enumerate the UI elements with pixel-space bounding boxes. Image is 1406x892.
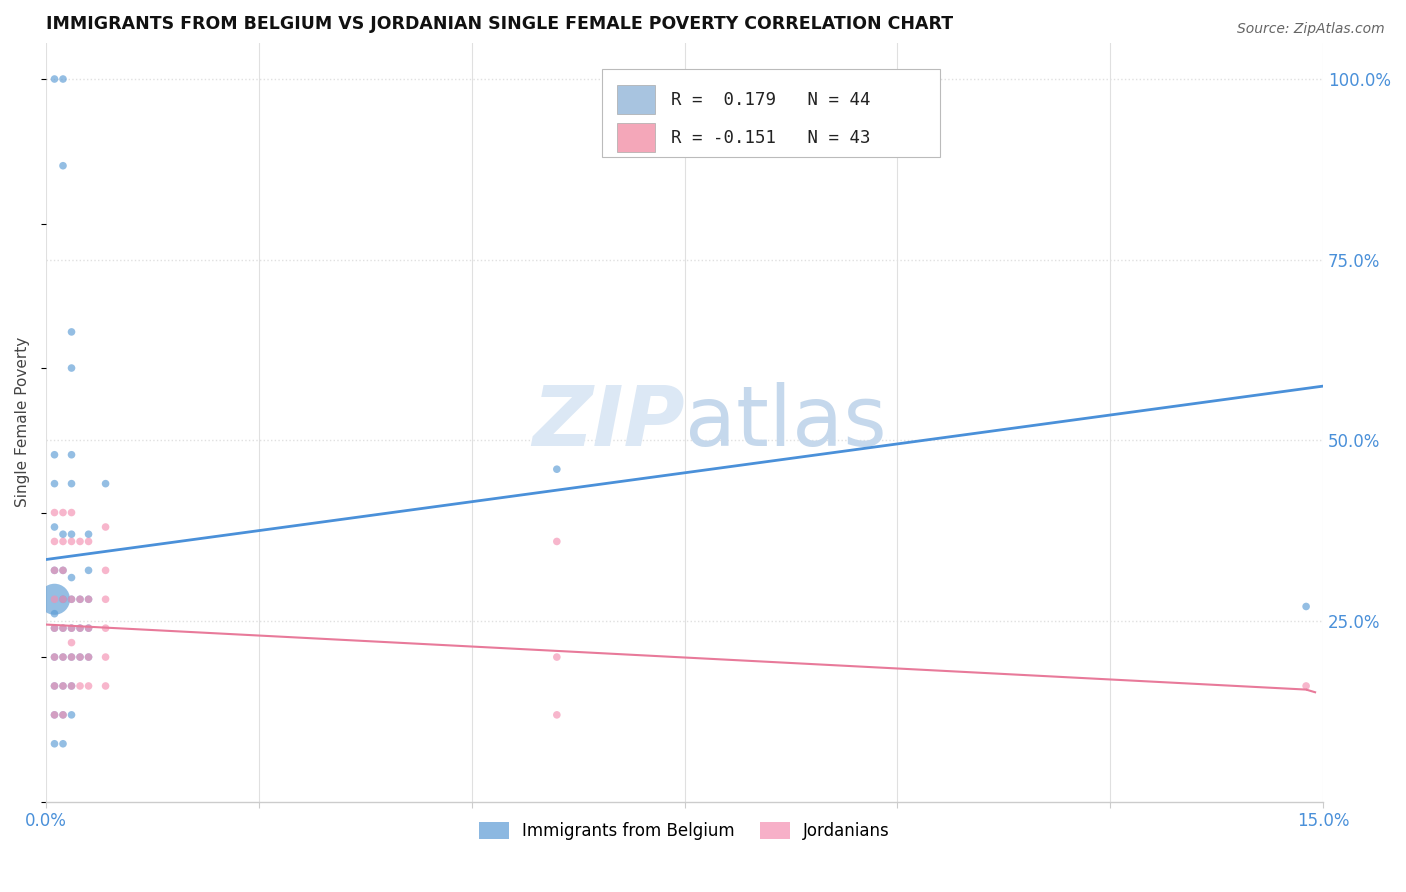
Point [69, 679, 91, 693]
Point [60, 679, 83, 693]
FancyBboxPatch shape [602, 70, 941, 157]
Point [44, 72, 66, 87]
Text: atlas: atlas [685, 382, 886, 463]
Point [52, 679, 75, 693]
Point [44, 506, 66, 520]
Point [69, 534, 91, 549]
Bar [617, 86, 655, 114]
Point [60, 650, 83, 665]
Point [60, 707, 83, 722]
Point [52, 159, 75, 173]
Point [60, 592, 83, 607]
Point [60, 448, 83, 462]
Point [44, 476, 66, 491]
Point [77, 679, 100, 693]
Point [69, 621, 91, 635]
Point [60, 361, 83, 376]
Point [44, 534, 66, 549]
Point [52, 592, 75, 607]
Point [52, 592, 75, 607]
Point [44, 621, 66, 635]
Point [1295, 679, 1317, 693]
Legend: Immigrants from Belgium, Jordanians: Immigrants from Belgium, Jordanians [472, 815, 897, 847]
Point [77, 650, 100, 665]
Point [69, 650, 91, 665]
Point [60, 571, 83, 585]
Point [77, 527, 100, 541]
Point [44, 563, 66, 577]
Point [44, 707, 66, 722]
Point [69, 650, 91, 665]
Point [52, 72, 75, 87]
Point [69, 592, 91, 607]
Point [546, 462, 568, 476]
Point [60, 679, 83, 693]
Point [94, 476, 117, 491]
Point [77, 592, 100, 607]
Bar [617, 123, 655, 153]
Point [44, 650, 66, 665]
Point [60, 534, 83, 549]
Point [94, 650, 117, 665]
Point [546, 707, 568, 722]
Point [60, 635, 83, 649]
Point [44, 707, 66, 722]
Text: IMMIGRANTS FROM BELGIUM VS JORDANIAN SINGLE FEMALE POVERTY CORRELATION CHART: IMMIGRANTS FROM BELGIUM VS JORDANIAN SIN… [46, 15, 953, 33]
Point [52, 527, 75, 541]
Point [44, 448, 66, 462]
Point [44, 621, 66, 635]
Point [44, 592, 66, 607]
Point [60, 325, 83, 339]
Point [60, 621, 83, 635]
Point [60, 621, 83, 635]
Point [52, 621, 75, 635]
Point [546, 534, 568, 549]
Point [94, 592, 117, 607]
Point [94, 679, 117, 693]
Text: Source: ZipAtlas.com: Source: ZipAtlas.com [1237, 22, 1385, 37]
Point [69, 592, 91, 607]
Text: R =  0.179   N = 44: R = 0.179 N = 44 [671, 91, 870, 109]
Text: ZIP: ZIP [531, 382, 685, 463]
Point [52, 707, 75, 722]
Point [60, 592, 83, 607]
Point [44, 563, 66, 577]
Point [44, 607, 66, 621]
Text: R = -0.151   N = 43: R = -0.151 N = 43 [671, 128, 870, 146]
Point [60, 506, 83, 520]
Point [77, 592, 100, 607]
Point [44, 520, 66, 534]
Point [94, 621, 117, 635]
Point [77, 650, 100, 665]
Point [44, 592, 66, 607]
Point [52, 707, 75, 722]
Point [52, 506, 75, 520]
Point [94, 520, 117, 534]
Point [44, 737, 66, 751]
Point [69, 621, 91, 635]
Point [52, 650, 75, 665]
Point [77, 534, 100, 549]
Point [546, 650, 568, 665]
Point [52, 650, 75, 665]
Point [44, 679, 66, 693]
Y-axis label: Single Female Poverty: Single Female Poverty [15, 337, 30, 508]
Point [52, 737, 75, 751]
Point [60, 527, 83, 541]
Point [52, 621, 75, 635]
Point [52, 563, 75, 577]
Point [60, 650, 83, 665]
Point [52, 563, 75, 577]
Point [1295, 599, 1317, 614]
Point [77, 563, 100, 577]
Point [44, 679, 66, 693]
Point [94, 563, 117, 577]
Point [52, 679, 75, 693]
Point [60, 476, 83, 491]
Point [77, 621, 100, 635]
Point [77, 621, 100, 635]
Point [44, 650, 66, 665]
Point [52, 534, 75, 549]
